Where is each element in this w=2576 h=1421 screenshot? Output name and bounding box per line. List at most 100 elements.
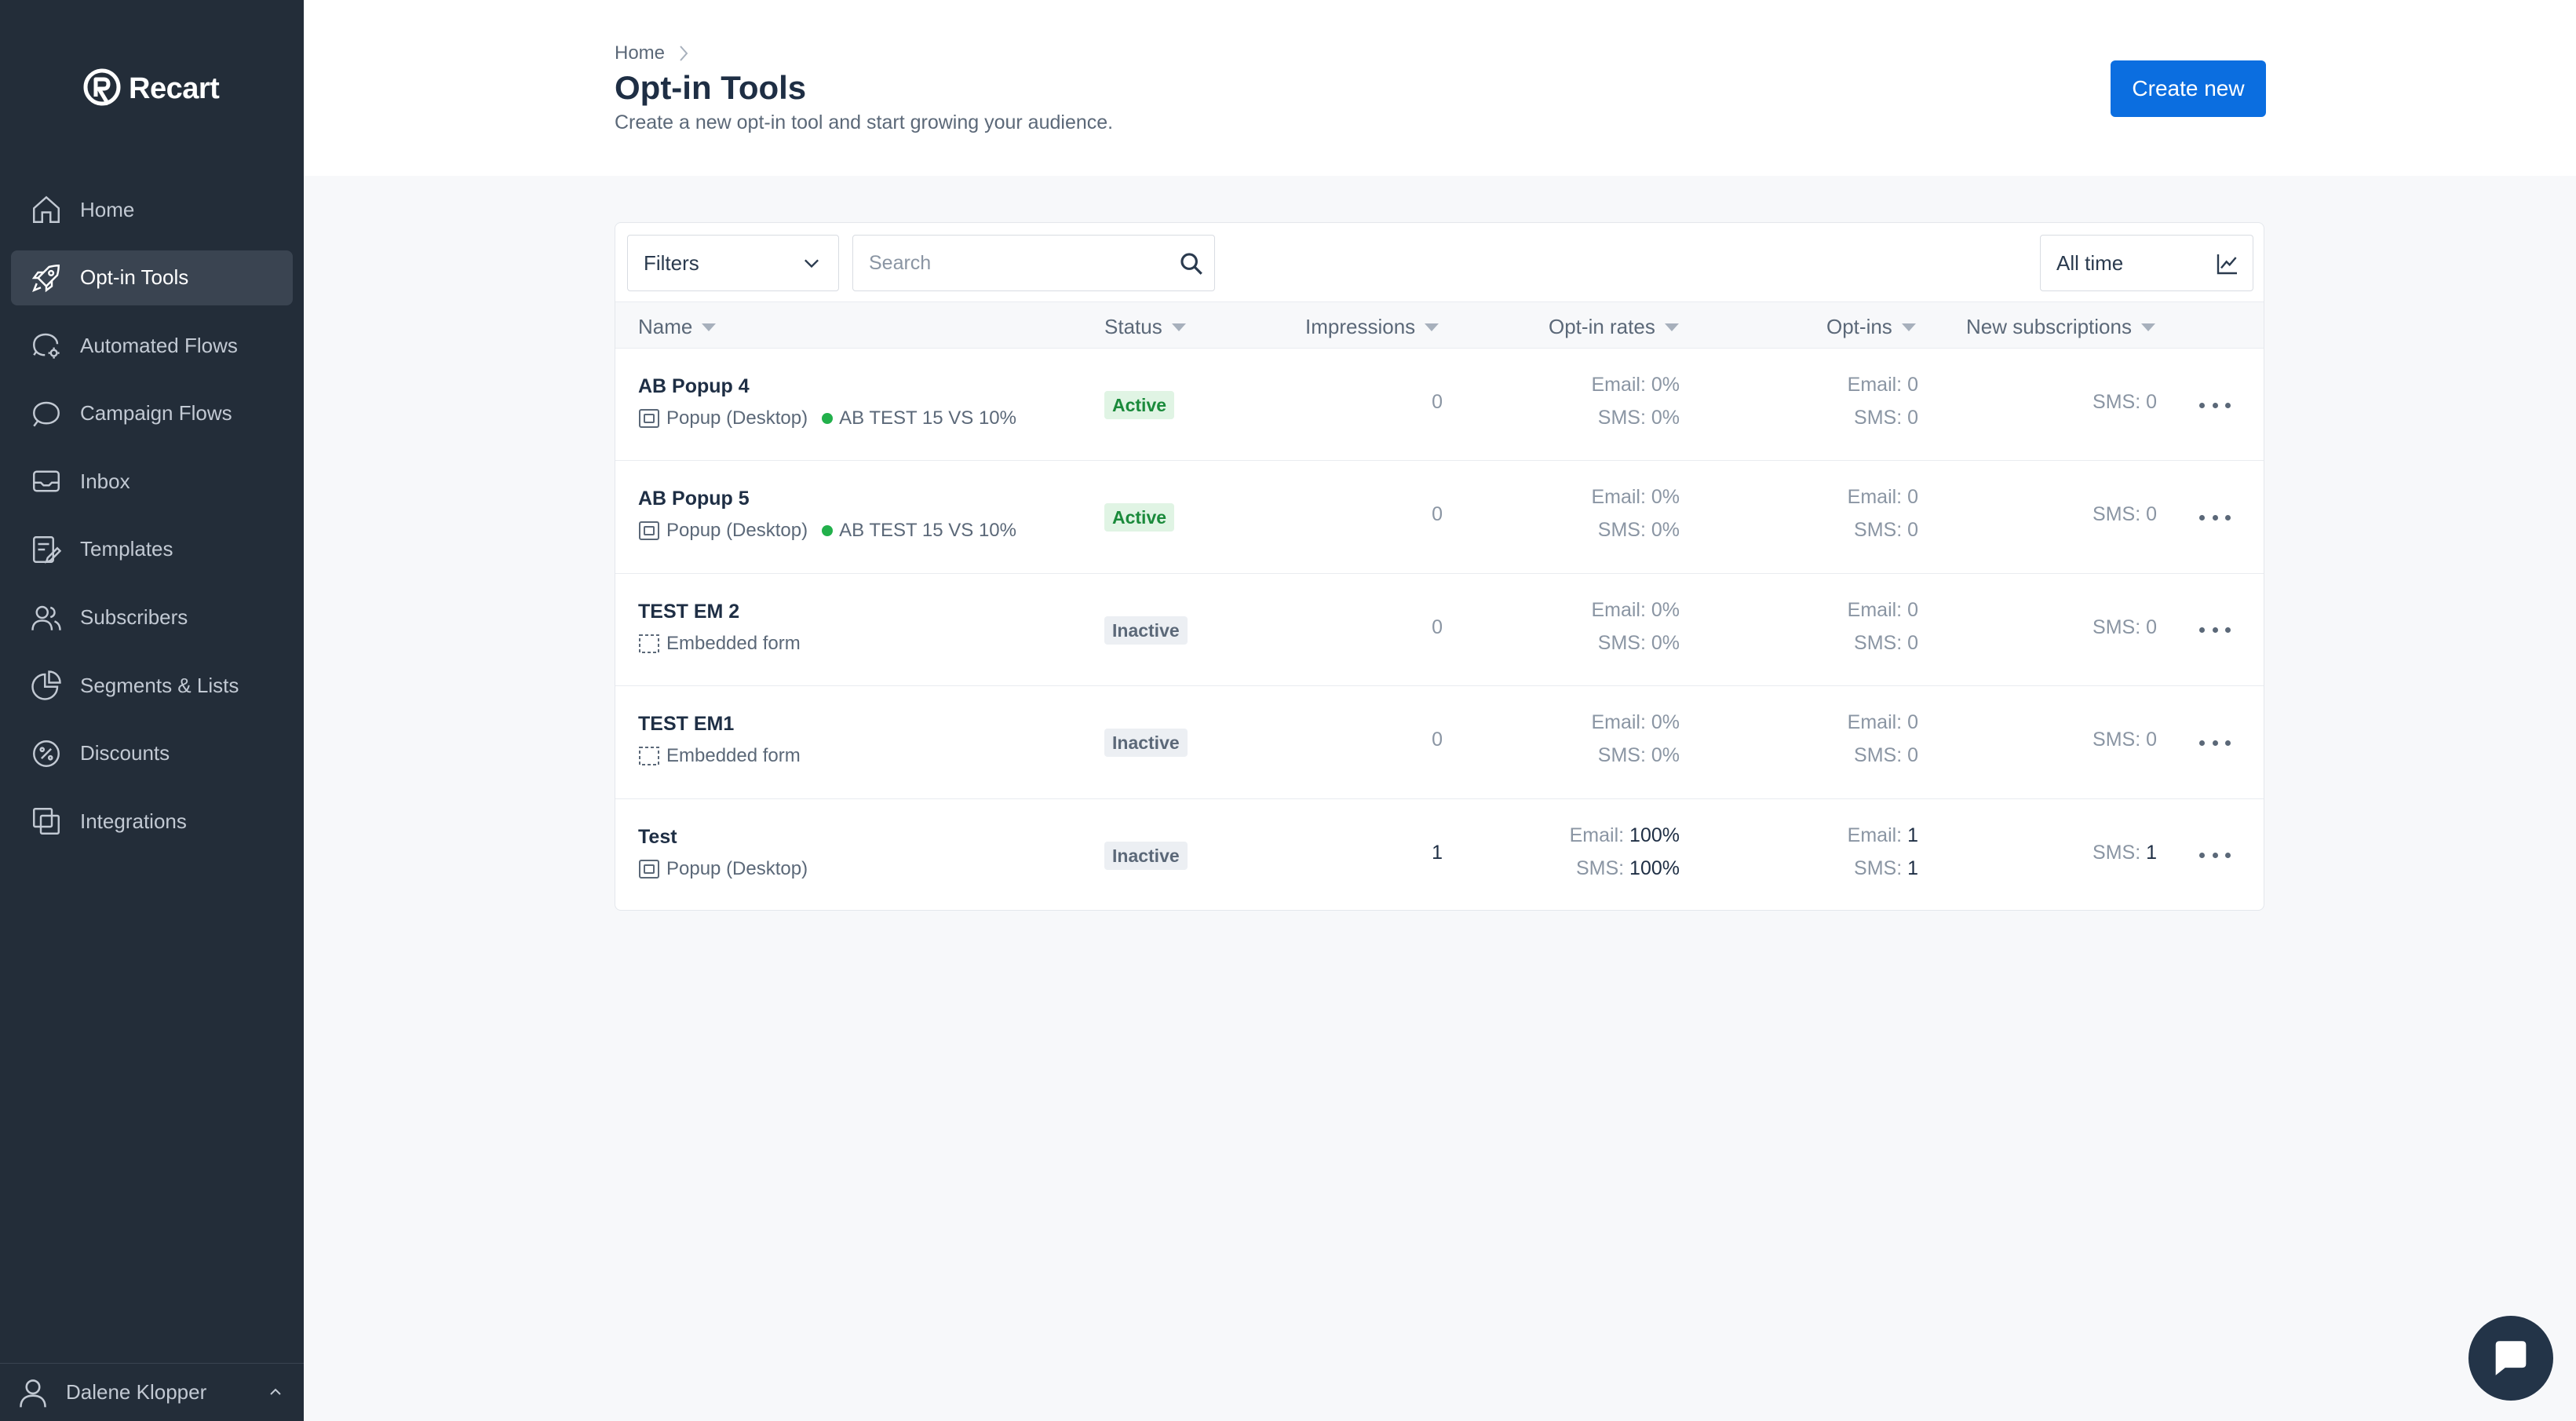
column-header-impressions[interactable]: Impressions	[1305, 315, 1439, 339]
recart-logo[interactable]: Recart	[82, 64, 220, 113]
sort-caret-icon	[1664, 323, 1679, 331]
sms-rate-value: 100%	[1629, 857, 1680, 879]
impressions-value: 0	[1432, 391, 1443, 414]
table-row[interactable]: Test Popup (Desktop) Inactive 1 Email: 100% S…	[615, 799, 2264, 911]
opt-in-tool-name[interactable]: AB Popup 5	[638, 488, 750, 510]
dot	[2225, 853, 2231, 859]
email-label: Email:	[1847, 824, 1903, 846]
user-menu[interactable]: Dalene Klopper	[0, 1363, 304, 1421]
sms-subscriptions-value: 0	[2146, 616, 2157, 638]
create-new-button[interactable]: Create new	[2111, 60, 2266, 117]
sms-opt-ins-value: 1	[1907, 857, 1918, 879]
popup-icon	[639, 409, 659, 428]
email-opt-ins-value: 0	[1907, 374, 1918, 396]
impressions-value: 0	[1432, 729, 1443, 751]
sms-opt-ins: SMS: 1	[1854, 857, 1918, 880]
new-sms-subscriptions: SMS: 0	[2093, 616, 2157, 639]
sidebar-item-home[interactable]: Home	[11, 182, 293, 237]
column-header-opt-in-rates[interactable]: Opt-in rates	[1549, 315, 1679, 339]
more-actions-button[interactable]	[2199, 842, 2231, 870]
sidebar-item-templates[interactable]: Templates	[11, 522, 293, 577]
dot	[2212, 402, 2218, 408]
status-badge: Active	[1104, 503, 1175, 532]
sms-rate-value: 0%	[1651, 744, 1680, 767]
embedded-form-icon	[639, 747, 659, 766]
table-row[interactable]: TEST EM 2 Embedded form Inactive 0 Email: 0%…	[615, 574, 2264, 687]
email-label: Email:	[1591, 374, 1646, 396]
sidebar-item-campaign-flows[interactable]: Campaign Flows	[11, 386, 293, 441]
table-row[interactable]: AB Popup 5 Popup (Desktop) AB TEST 15 VS 1…	[615, 461, 2264, 574]
impressions-value: 0	[1432, 503, 1443, 526]
impressions-value: 1	[1432, 842, 1443, 864]
opt-in-tool-type: Popup (Desktop) AB TEST 15 VS 10%	[638, 520, 1016, 542]
opt-in-tool-name[interactable]: TEST EM 2	[638, 600, 740, 623]
sms-opt-ins: SMS: 0	[1854, 407, 1918, 429]
opt-in-tool-name[interactable]: TEST EM1	[638, 713, 735, 736]
dot	[2212, 627, 2218, 634]
page-subtitle: Create a new opt-in tool and start growi…	[615, 111, 1114, 133]
users-icon	[28, 600, 64, 636]
page-header: Home Opt-in Tools Create a new opt-in to…	[304, 0, 2576, 176]
sidebar: Recart Home Opt-in Tools Automated Flows…	[0, 0, 304, 1421]
opt-in-tool-name[interactable]: AB Popup 4	[638, 375, 750, 397]
opt-in-tool-type: Embedded form	[638, 745, 801, 767]
sidebar-item-inbox[interactable]: Inbox	[11, 454, 293, 509]
popup-icon	[639, 859, 659, 879]
more-actions-button[interactable]	[2199, 616, 2231, 645]
sidebar-item-segments-lists[interactable]: Segments & Lists	[11, 658, 293, 713]
sidebar-item-label: Automated Flows	[80, 333, 238, 357]
dot	[2225, 740, 2231, 746]
new-sms-subscriptions: SMS: 0	[2093, 503, 2157, 526]
chat-support-button[interactable]	[2468, 1316, 2553, 1401]
more-actions-button[interactable]	[2199, 391, 2231, 419]
chevron-down-icon	[805, 259, 819, 268]
sms-label: SMS:	[2093, 729, 2141, 751]
opt-in-tool-name[interactable]: Test	[638, 825, 677, 848]
sidebar-item-discounts[interactable]: Discounts	[11, 726, 293, 781]
breadcrumb-home-link[interactable]: Home	[615, 42, 666, 64]
sms-opt-in-rate: SMS: 0%	[1598, 744, 1680, 767]
sidebar-item-automated-flows[interactable]: Automated Flows	[11, 318, 293, 373]
email-rate-value: 0%	[1651, 374, 1680, 396]
column-header-status[interactable]: Status	[1104, 315, 1186, 339]
email-label: Email:	[1591, 598, 1646, 621]
table-row[interactable]: AB Popup 4 Popup (Desktop) AB TEST 15 VS 1…	[615, 349, 2264, 462]
column-header-opt-ins[interactable]: Opt-ins	[1826, 315, 1916, 339]
search-input[interactable]	[853, 236, 1167, 290]
sms-label: SMS:	[1854, 519, 1903, 542]
percent-icon	[28, 736, 64, 772]
sms-label: SMS:	[2093, 616, 2141, 638]
email-label: Email:	[1591, 486, 1646, 509]
table-toolbar: Filters All time	[615, 223, 2264, 301]
more-actions-button[interactable]	[2199, 729, 2231, 757]
chevron-up-icon	[270, 1388, 281, 1395]
dot	[2212, 740, 2218, 746]
sidebar-item-subscribers[interactable]: Subscribers	[11, 590, 293, 645]
search-icon[interactable]	[1178, 250, 1205, 277]
filters-dropdown[interactable]: Filters	[627, 235, 839, 291]
column-header-new-subscriptions[interactable]: New subscriptions	[1966, 315, 2155, 339]
column-header-name[interactable]: Name	[638, 315, 717, 339]
date-range-dropdown[interactable]: All time	[2040, 235, 2253, 291]
sms-label: SMS:	[1597, 631, 1646, 654]
opt-in-tool-type: Embedded form	[638, 633, 801, 655]
new-sms-subscriptions: SMS: 0	[2093, 729, 2157, 751]
sidebar-item-label: Discounts	[80, 741, 170, 765]
type-label: Embedded form	[666, 745, 801, 767]
email-opt-in-rate: Email: 0%	[1591, 486, 1680, 509]
sidebar-item-opt-in-tools[interactable]: Opt-in Tools	[11, 250, 293, 305]
email-opt-in-rate: Email: 0%	[1591, 374, 1680, 396]
email-opt-in-rate: Email: 0%	[1591, 599, 1680, 622]
type-label: Popup (Desktop)	[666, 407, 808, 429]
email-rate-value: 0%	[1651, 598, 1680, 621]
more-actions-button[interactable]	[2199, 503, 2231, 532]
dot	[2225, 514, 2231, 521]
sms-label: SMS:	[2093, 841, 2141, 864]
sidebar-item-integrations[interactable]: Integrations	[11, 794, 293, 849]
sidebar-nav: Home Opt-in Tools Automated Flows Campai…	[11, 182, 293, 862]
sms-label: SMS:	[1597, 407, 1646, 429]
table-row[interactable]: TEST EM1 Embedded form Inactive 0 Email: 0% S…	[615, 686, 2264, 799]
email-label: Email:	[1847, 598, 1903, 621]
dot	[2199, 514, 2205, 521]
sms-opt-ins: SMS: 0	[1854, 632, 1918, 655]
